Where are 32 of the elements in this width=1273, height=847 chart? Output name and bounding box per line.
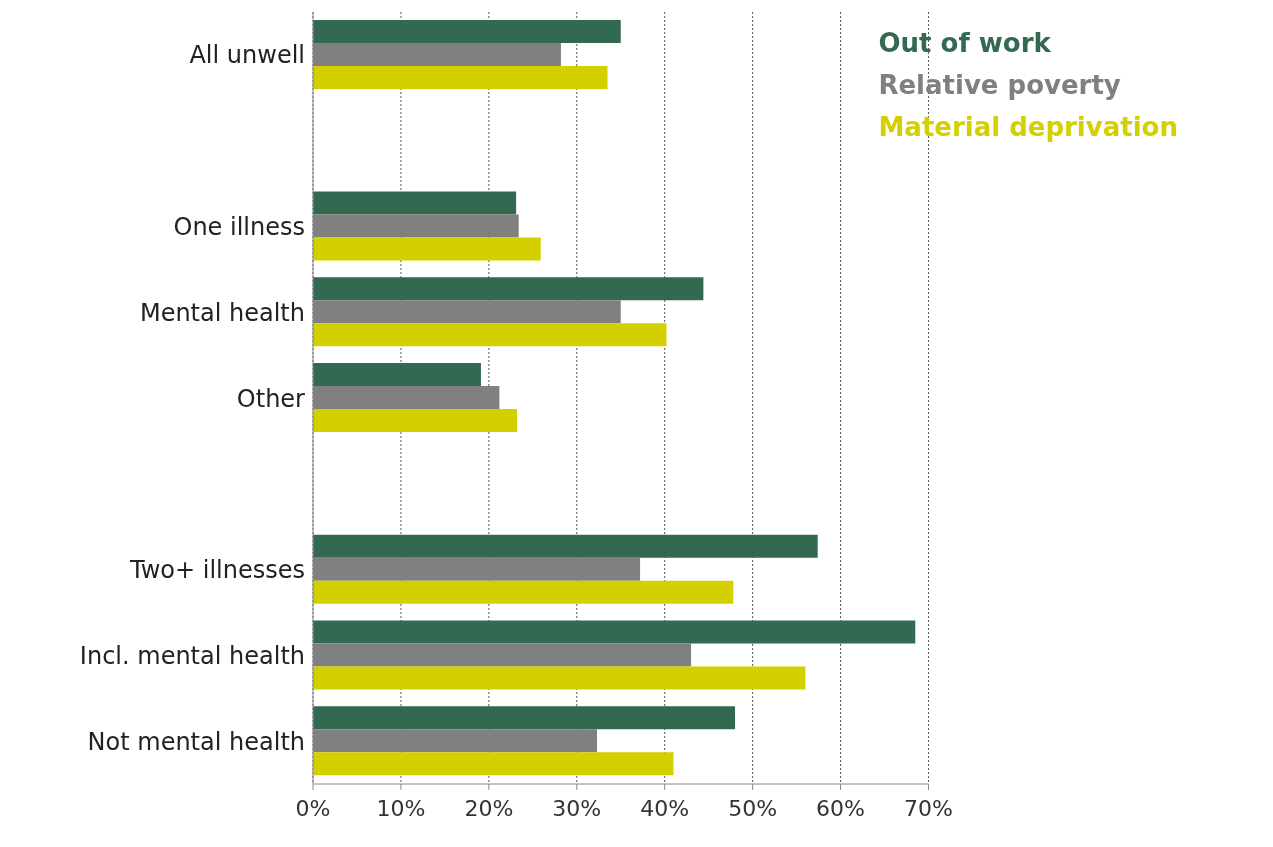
bar xyxy=(313,580,734,604)
bar xyxy=(313,409,517,433)
x-tick-label: 60% xyxy=(816,795,865,821)
x-tick-label: 30% xyxy=(552,795,602,821)
y-tick-label: Other xyxy=(236,384,306,413)
bar xyxy=(313,237,541,261)
y-tick-label: Incl. mental health xyxy=(79,641,305,670)
x-tick-label: 40% xyxy=(640,795,690,821)
bar xyxy=(313,620,916,644)
bar xyxy=(313,20,621,43)
bar xyxy=(313,277,704,301)
x-tick-label: 20% xyxy=(464,795,514,821)
y-tick-label: All unwell xyxy=(189,41,305,70)
bar xyxy=(313,752,674,776)
bar xyxy=(313,363,481,387)
y-tick-label: Not mental health xyxy=(87,727,305,756)
text: Relative poverty xyxy=(878,69,1122,102)
bar xyxy=(313,66,608,89)
bar xyxy=(313,666,806,690)
bar xyxy=(313,191,517,215)
bar xyxy=(313,706,736,730)
y-tick-label: Two+ illnesses xyxy=(129,556,305,585)
x-tick-label: 10% xyxy=(376,795,426,821)
text: Out of work xyxy=(878,27,1052,60)
x-tick-label: 70% xyxy=(904,795,953,821)
x-tick-label: 0% xyxy=(295,795,331,821)
x-tick-label: 50% xyxy=(728,795,778,821)
text: Material deprivation xyxy=(878,111,1178,144)
y-tick-label: Mental health xyxy=(139,298,305,327)
bar xyxy=(313,534,818,558)
y-tick-label: One illness xyxy=(173,212,305,241)
bar xyxy=(313,323,667,347)
